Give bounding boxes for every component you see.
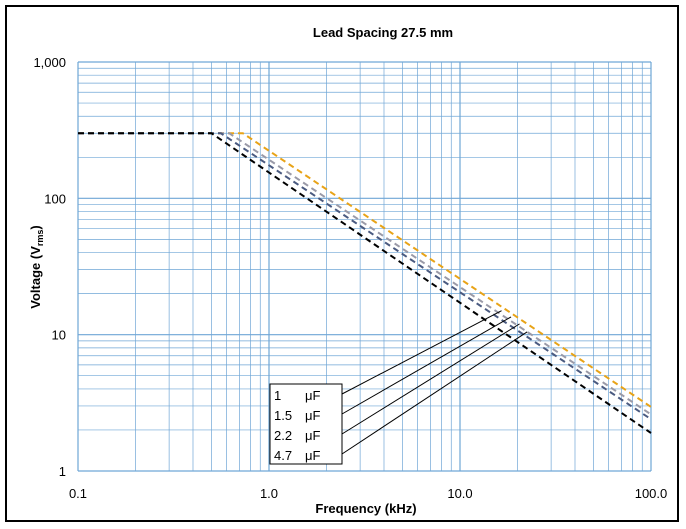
legend-pointers <box>341 310 528 455</box>
y-tick-label: 10 <box>52 328 66 343</box>
y-axis-label: Voltage (Vrms) <box>28 225 45 308</box>
y-tick-label: 1 <box>59 464 66 479</box>
legend: 1 μF 1.5 μF 2.2 μF 4.7 μF <box>269 383 343 465</box>
x-tick-label: 10.0 <box>447 486 472 501</box>
legend-entry-unit: μF <box>305 388 320 403</box>
series-line <box>78 132 652 434</box>
legend-entry-value: 4.7 <box>274 448 292 463</box>
y-tick-label: 1,000 <box>33 55 66 70</box>
x-tick-label: 100.0 <box>635 486 668 501</box>
legend-entry-unit: μF <box>305 428 320 443</box>
y-tick-label: 100 <box>44 191 66 206</box>
series-line <box>78 132 652 421</box>
y-axis-label-sub: rms <box>35 230 45 247</box>
x-tick-label: 1.0 <box>260 486 278 501</box>
legend-box <box>269 383 343 465</box>
legend-pointer-line <box>341 323 520 435</box>
legend-entry-value: 1 <box>274 388 281 403</box>
legend-pointer-line <box>341 316 512 415</box>
series-line <box>78 132 652 408</box>
chart-title: Lead Spacing 27.5 mm <box>313 25 453 40</box>
legend-entry-unit: μF <box>305 448 320 463</box>
legend-entry-unit: μF <box>305 408 320 423</box>
series-lines <box>78 132 652 434</box>
legend-entry-value: 1.5 <box>274 408 292 423</box>
x-axis-label: Frequency (kHz) <box>315 501 416 516</box>
legend-entry-value: 2.2 <box>274 428 292 443</box>
legend-pointer-line <box>341 331 528 455</box>
grid <box>77 61 652 472</box>
y-axis-label-close: ) <box>28 225 43 229</box>
y-axis-label-main: Voltage (V <box>28 246 43 309</box>
x-tick-label: 0.1 <box>69 486 87 501</box>
series-line <box>78 132 652 416</box>
legend-pointer-line <box>341 310 502 395</box>
tick-labels: 0.1 1.0 10.0 100.0 1 10 100 1,000 <box>33 55 667 501</box>
